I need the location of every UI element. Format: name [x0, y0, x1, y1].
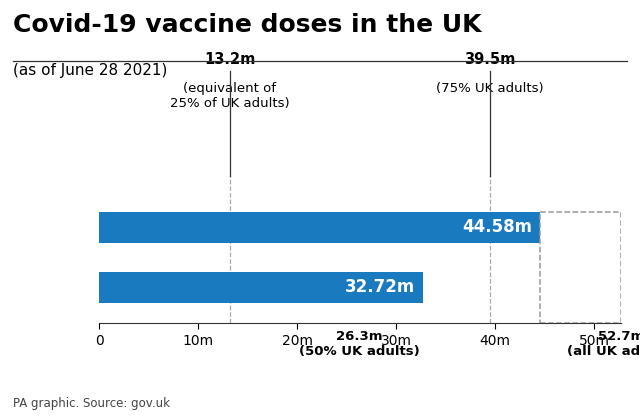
Text: 13.2m: 13.2m: [204, 52, 255, 67]
Text: 39.5m: 39.5m: [465, 52, 516, 67]
Text: Covid-19 vaccine doses in the UK: Covid-19 vaccine doses in the UK: [13, 13, 481, 37]
Text: (75% UK adults): (75% UK adults): [436, 67, 544, 95]
Text: 32.72m: 32.72m: [345, 278, 415, 297]
Text: PA graphic. Source: gov.uk: PA graphic. Source: gov.uk: [13, 396, 170, 410]
Bar: [540, 212, 621, 323]
Text: (equivalent of
25% of UK adults): (equivalent of 25% of UK adults): [170, 67, 290, 110]
Text: (as of June 28 2021): (as of June 28 2021): [13, 63, 167, 78]
Bar: [99, 272, 423, 303]
Text: 44.58m: 44.58m: [463, 218, 532, 236]
Text: 26.3m
(50% UK adults): 26.3m (50% UK adults): [299, 330, 420, 358]
Text: 52.7m
(all UK adults): 52.7m (all UK adults): [567, 330, 640, 358]
Bar: [99, 212, 540, 243]
